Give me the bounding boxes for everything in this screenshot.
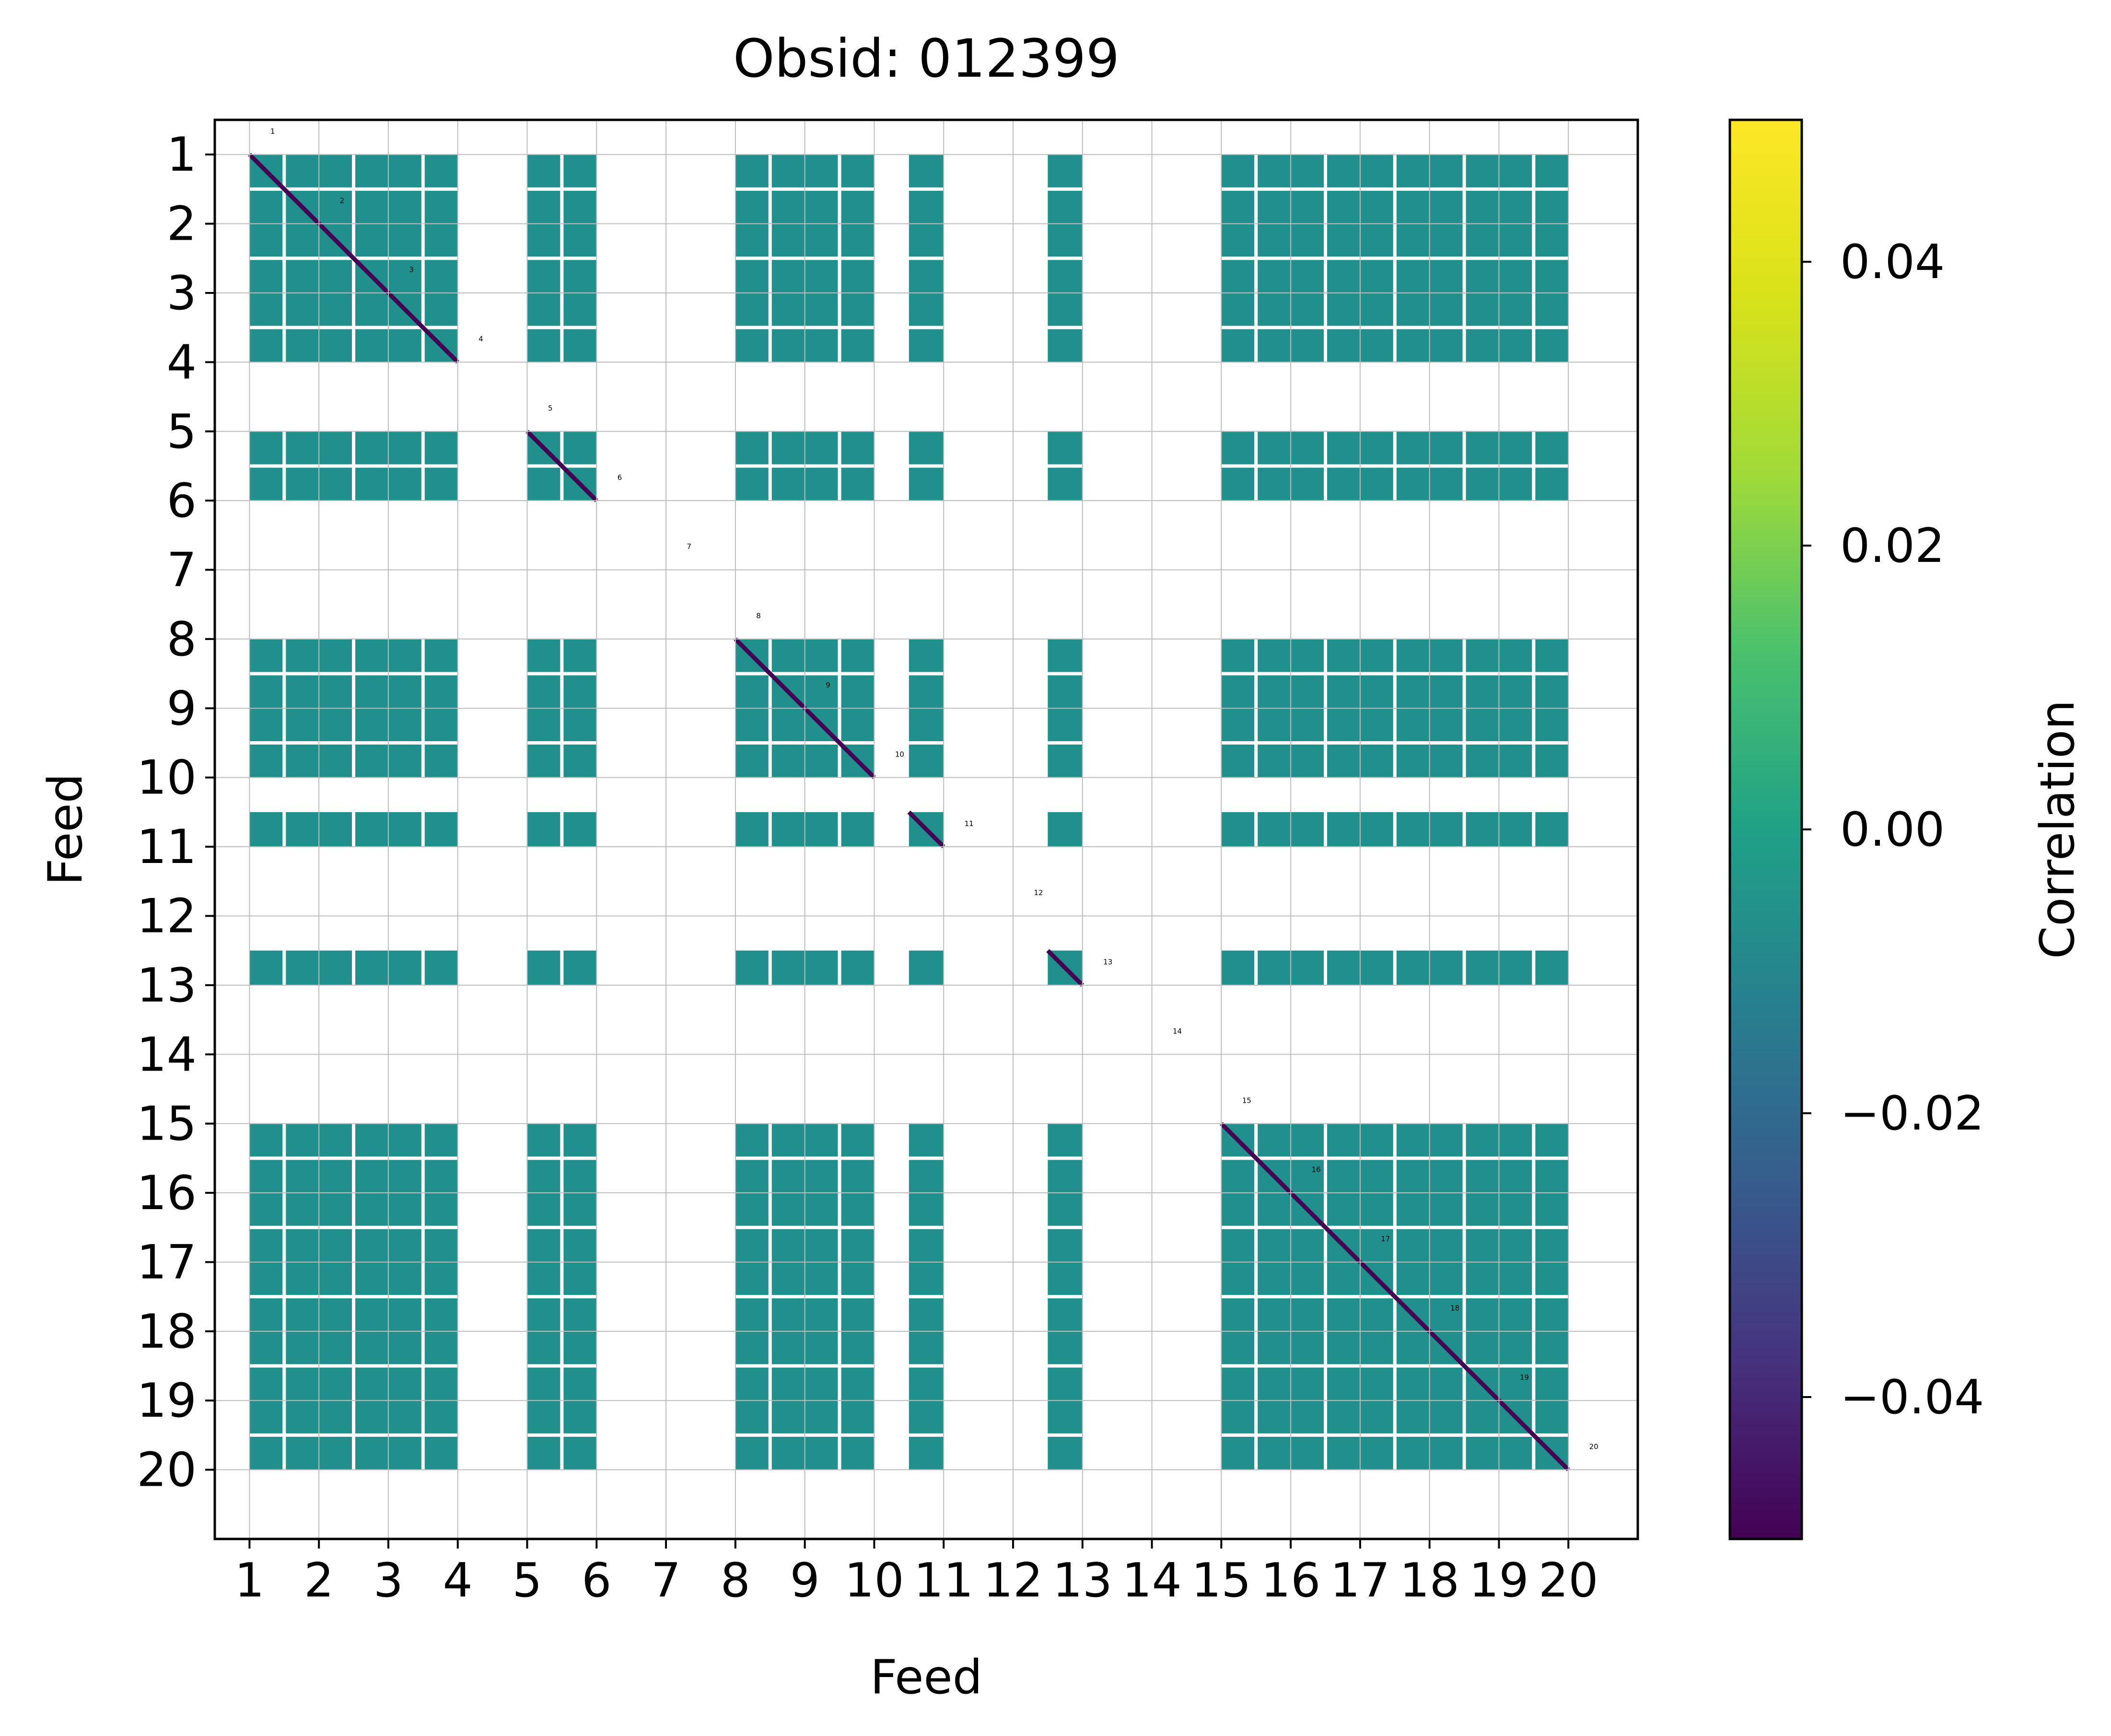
colorbar-tick-label: −0.04 [1840,1370,1984,1425]
y-tick-label: 14 [137,1027,197,1082]
diagonal-segment [1046,949,1084,987]
diagonal-feed-label: 18 [1450,1304,1459,1313]
y-tick-label: 10 [137,751,197,805]
diagonal-segment [248,153,321,225]
diagonal-feed-label: 8 [756,612,761,620]
x-axis-ticks: 1 2 3 4 5 6 7 8 9 10 11 12 13 14 15 16 17 18 19 20 [234,1539,1598,1608]
diagonal-feed-label: 14 [1173,1027,1182,1036]
y-tick-label: 5 [167,405,197,459]
y-tick-label: 11 [137,820,197,874]
y-tick-label: 7 [167,543,197,598]
y-tick-label: 16 [137,1166,197,1221]
diagonal-feed-label: 4 [478,335,483,343]
x-tick-label: 13 [1052,1553,1112,1608]
diagonal-feed-label: 20 [1589,1442,1598,1451]
x-tick-label: 3 [373,1553,403,1608]
x-tick-label: 16 [1261,1553,1321,1608]
diagonal-feed-label: 5 [548,404,553,412]
colorbar-tick-label: 0.04 [1840,235,1945,290]
diagonal-segment [907,810,945,849]
x-tick-label: 2 [304,1553,334,1608]
x-tick-label: 9 [790,1553,819,1608]
diagonal-segment [734,637,806,710]
y-tick-label: 20 [137,1443,197,1498]
y-tick-label: 2 [167,197,197,252]
y-tick-label: 9 [167,681,197,736]
diagonal-segment [1497,1399,1570,1471]
diagonal-feed-label: 12 [1034,888,1043,897]
y-axis-label: Feed [38,773,93,885]
x-tick-label: 6 [582,1553,611,1608]
y-tick-label: 17 [137,1235,197,1290]
colorbar-label: Correlation [2030,700,2085,959]
diagonal-layer [248,153,1570,1471]
x-axis-label: Feed [870,1650,982,1705]
y-tick-label: 18 [137,1305,197,1359]
x-tick-label: 15 [1191,1553,1251,1608]
colorbar-ticks: 0.04 0.02 0.00 −0.02 −0.04 [1802,235,1984,1425]
diagonal-feed-label: 9 [826,681,830,689]
diagonal-feed-label: 2 [340,196,345,205]
diagonal-segment [1289,1191,1362,1264]
y-tick-label: 8 [167,612,197,667]
diagonal-segment [1220,1122,1293,1195]
x-tick-label: 7 [651,1553,681,1608]
diagonal-feed-label: 7 [687,542,692,551]
diagonal-feed-label: 16 [1312,1165,1321,1174]
x-tick-label: 8 [721,1553,750,1608]
plot-frame [213,118,1639,1540]
y-tick-label: 19 [137,1374,197,1428]
heatmap-cell [909,950,944,985]
diagonal-segment [317,222,390,295]
diagonal-feed-label: 1 [270,127,275,136]
chart-title: Obsid: 012399 [733,28,1120,89]
diagonal-segment [525,430,598,502]
x-tick-label: 20 [1539,1553,1598,1608]
diagonal-segment [1358,1260,1431,1333]
y-tick-label: 15 [137,1097,197,1152]
heatmap-cell [1048,812,1083,847]
diagonal-feed-label: 10 [895,750,904,758]
colorbar-tick-label: 0.00 [1840,803,1945,857]
diagonal-segment [386,291,459,364]
diagonal-feed-label: 11 [965,819,974,828]
x-tick-label: 5 [512,1553,542,1608]
diagonal-segment [803,707,876,779]
x-tick-label: 1 [234,1553,264,1608]
x-tick-label: 18 [1400,1553,1459,1608]
diagonal-feed-label: 13 [1103,958,1112,967]
colorbar [1728,118,1803,1540]
x-tick-label: 11 [914,1553,974,1608]
x-tick-label: 17 [1330,1553,1390,1608]
colorbar-tick-label: −0.02 [1840,1086,1984,1141]
diagonal-feed-label: 19 [1520,1373,1529,1382]
y-tick-label: 12 [137,889,197,944]
x-tick-label: 14 [1122,1553,1182,1608]
colorbar-tick-label: 0.02 [1840,519,1945,573]
y-tick-label: 4 [167,335,197,390]
y-tick-label: 6 [167,474,197,528]
x-tick-label: 19 [1469,1553,1529,1608]
cell-gridlines [215,120,1638,1539]
x-tick-label: 12 [983,1553,1043,1608]
diagonal-feed-label: 17 [1381,1235,1390,1243]
x-tick-label: 10 [844,1553,904,1608]
diagonal-feed-label: 15 [1242,1096,1251,1105]
diagonal-feed-label: 3 [409,266,414,274]
y-tick-label: 3 [167,266,197,321]
x-tick-label: 4 [443,1553,473,1608]
y-tick-label: 13 [137,958,197,1013]
feed-divider-lines [215,120,1638,1539]
y-tick-label: 1 [167,128,197,182]
diagonal-segment [1428,1329,1501,1402]
diagonal-feed-label: 6 [618,473,622,482]
